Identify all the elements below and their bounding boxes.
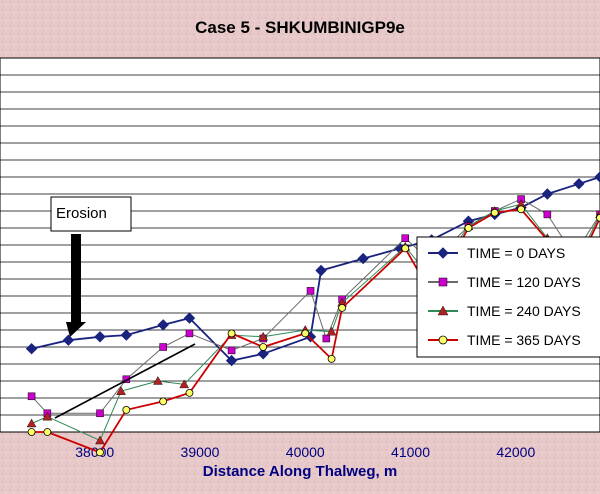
- data-point: [437, 305, 449, 316]
- data-point: [27, 392, 36, 401]
- data-point: [96, 409, 104, 418]
- data-point: [301, 329, 310, 338]
- legend-label: TIME = 120 DAYS: [467, 274, 581, 290]
- data-point: [464, 224, 473, 232]
- data-point: [327, 354, 336, 363]
- x-axis: 038000390004000041000420004: [75, 444, 535, 460]
- data-point: [573, 178, 585, 190]
- data-point: [96, 448, 104, 457]
- data-point: [259, 343, 268, 351]
- legend-item: TIME = 120 DAYS: [428, 274, 581, 290]
- data-point: [185, 329, 194, 338]
- data-point: [438, 335, 448, 345]
- data-point: [42, 411, 53, 421]
- erosion-trend-line: [54, 343, 196, 419]
- data-point: [357, 252, 369, 265]
- data-point: [401, 244, 410, 253]
- erosion-label-box: [50, 196, 132, 232]
- data-point: [62, 334, 75, 346]
- data-point: [183, 312, 196, 324]
- plot-border: [0, 57, 600, 433]
- data-point: [122, 405, 131, 414]
- data-point: [490, 208, 499, 217]
- data-point: [153, 376, 163, 385]
- legend-item: TIME = 365 DAYS: [428, 332, 581, 348]
- data-point: [159, 397, 168, 406]
- data-point: [438, 277, 448, 287]
- data-point: [315, 264, 327, 277]
- data-point: [157, 319, 169, 331]
- data-point: [596, 213, 600, 222]
- data-point: [43, 428, 52, 436]
- data-point: [437, 247, 449, 259]
- data-point: [227, 329, 236, 338]
- data-point: [225, 354, 238, 367]
- data-point: [517, 205, 525, 214]
- data-point: [120, 329, 133, 341]
- erosion-annotation: Erosion: [50, 196, 132, 337]
- data-point: [27, 428, 36, 436]
- x-tick-label: 40000: [286, 444, 325, 460]
- data-point: [257, 348, 269, 360]
- data-point: [95, 435, 105, 445]
- data-point: [26, 418, 37, 428]
- data-point: [227, 346, 236, 355]
- x-tick-label: 41000: [391, 444, 430, 460]
- erosion-label: Erosion: [56, 205, 107, 222]
- series-layer: [25, 171, 600, 457]
- data-point: [185, 388, 194, 397]
- data-point: [322, 334, 331, 343]
- legend-item: TIME = 0 DAYS: [428, 245, 565, 261]
- x-tick-label: 38000: [75, 444, 114, 460]
- legend-label: TIME = 0 DAYS: [467, 245, 565, 261]
- x-tick-label: 42000: [496, 444, 535, 460]
- data-point: [401, 234, 410, 242]
- data-point: [541, 188, 554, 200]
- data-point: [338, 303, 347, 312]
- data-point: [25, 342, 38, 355]
- data-point: [94, 331, 106, 343]
- x-axis-title: Distance Along Thalweg, m: [203, 463, 397, 480]
- data-point: [543, 210, 552, 219]
- legend: TIME = 0 DAYS TIME = 120 DAYS TIME = 240 D…: [416, 236, 600, 358]
- legend-item: TIME = 240 DAYS: [428, 303, 581, 319]
- data-point: [306, 287, 315, 295]
- data-point: [594, 171, 600, 183]
- legend-box: [416, 236, 600, 358]
- erosion-arrow-shaft: [71, 234, 81, 324]
- legend-label: TIME = 365 DAYS: [467, 332, 581, 348]
- data-point: [258, 331, 268, 341]
- data-point: [179, 379, 190, 389]
- data-point: [159, 343, 167, 351]
- chart-title: Case 5 - SHKUMBINIGP9e: [195, 18, 405, 37]
- data-point: [116, 386, 126, 395]
- legend-label: TIME = 240 DAYS: [467, 303, 581, 319]
- data-point: [326, 326, 337, 336]
- x-tick-label: 39000: [181, 444, 220, 460]
- erosion-arrow-head: [66, 322, 86, 337]
